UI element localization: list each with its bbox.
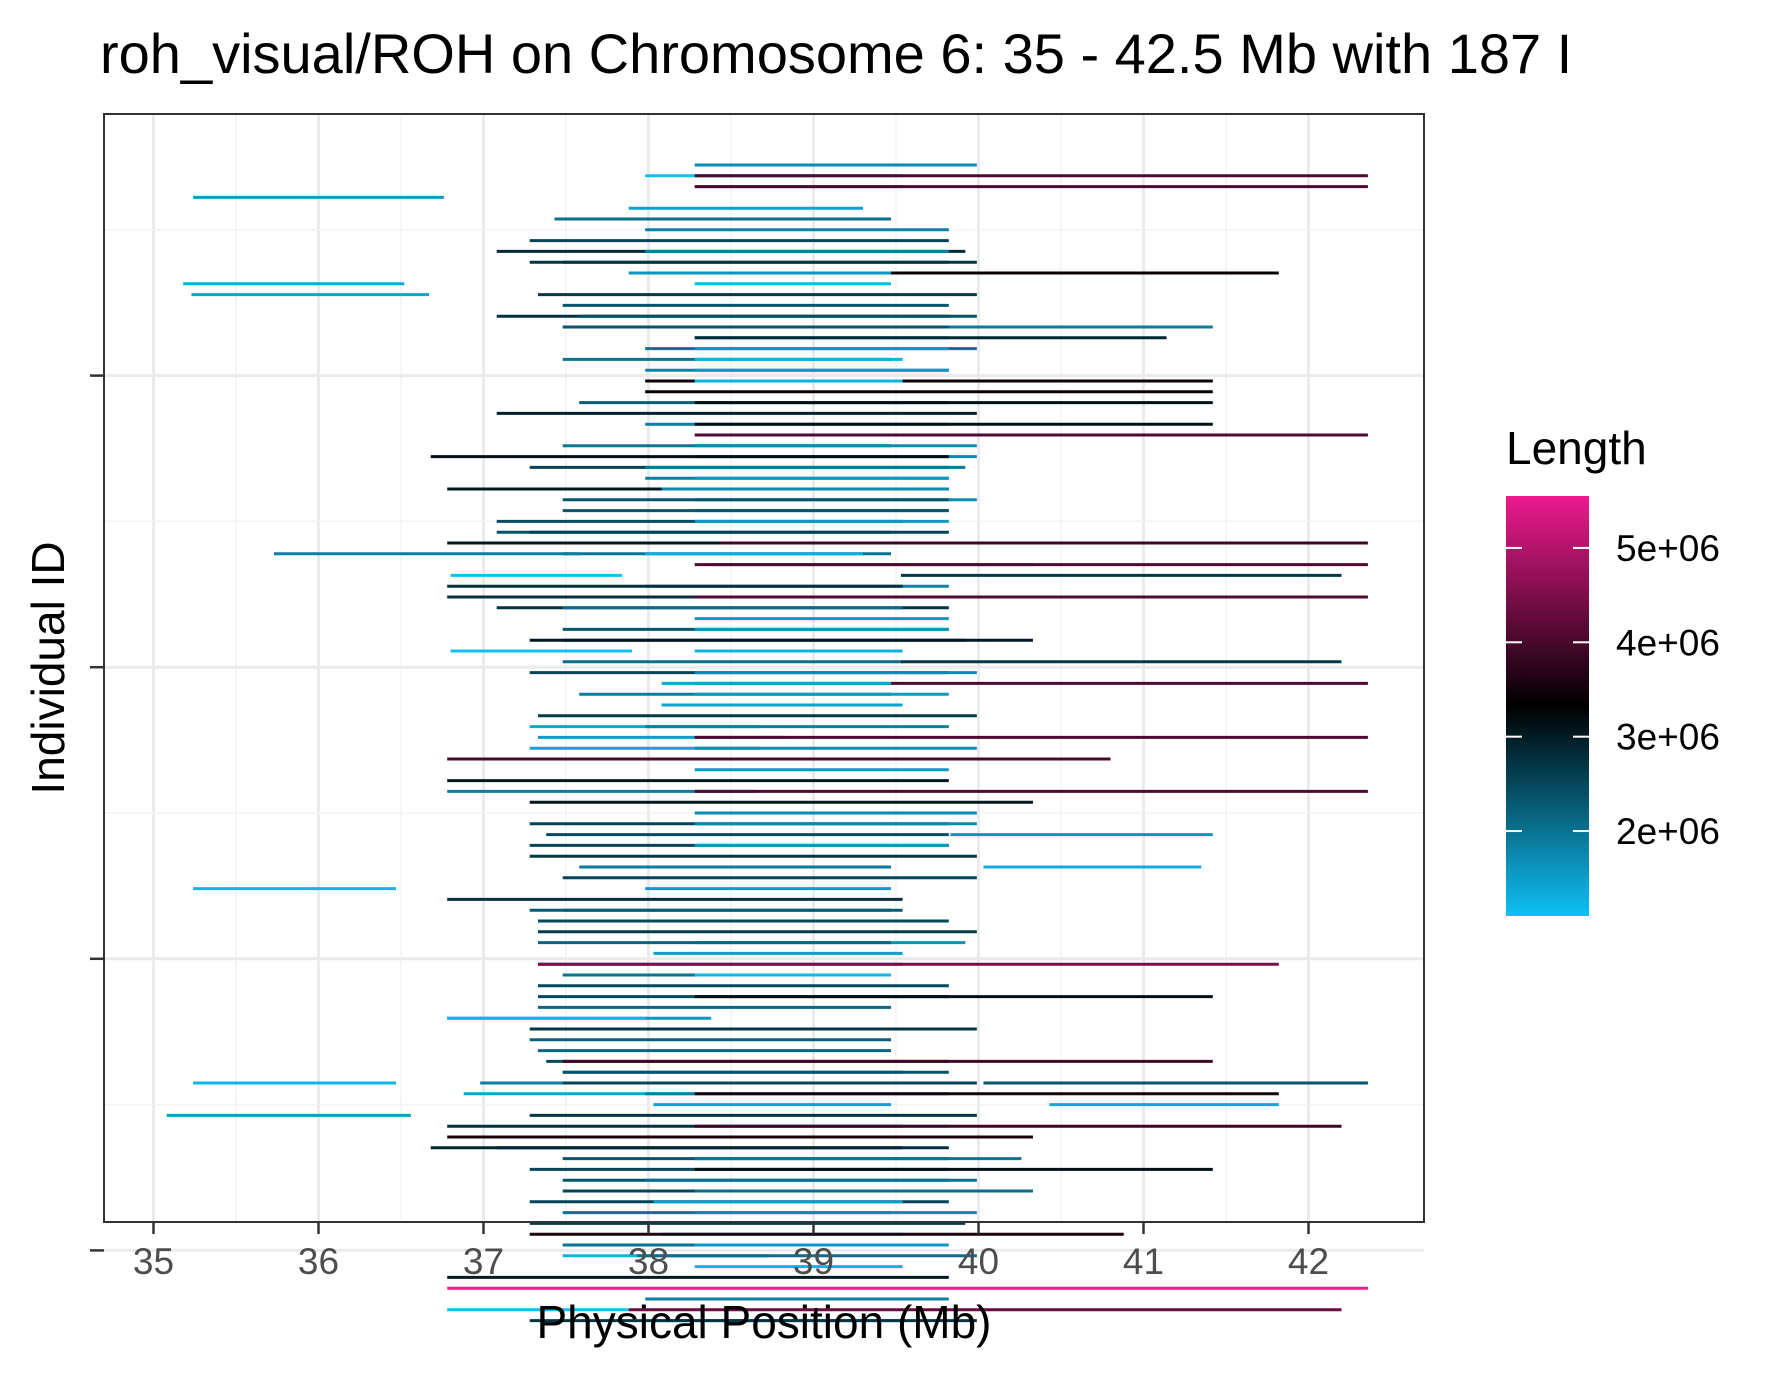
x-tick-label: 41 — [1123, 1241, 1164, 1282]
x-axis-title: Physical Position (Mb) — [536, 1296, 991, 1348]
legend-label: 5e+06 — [1616, 528, 1720, 569]
x-tick-label: 38 — [628, 1241, 669, 1282]
roh-segments — [166, 163, 1368, 1323]
legend-label: 2e+06 — [1616, 811, 1720, 852]
legend-ticks: 5e+06 4e+06 3e+06 2e+06 — [1506, 528, 1720, 852]
x-tick-label: 35 — [133, 1241, 174, 1282]
x-tick-label: 36 — [298, 1241, 339, 1282]
chart-title: roh_visual/ROH on Chromosome 6: 35 - 42.… — [100, 22, 1572, 85]
color-legend: Length 5e+06 4e+06 3e+06 2e+06 — [1506, 422, 1720, 916]
legend-label: 4e+06 — [1616, 622, 1720, 663]
legend-colorbar — [1506, 496, 1589, 916]
y-axis — [90, 374, 104, 1252]
plot-panel-border — [103, 113, 1425, 1223]
x-tick-label: 39 — [793, 1241, 834, 1282]
legend-title: Length — [1506, 422, 1647, 474]
legend-label: 3e+06 — [1616, 717, 1720, 758]
y-axis-title: Individual ID — [22, 541, 74, 794]
x-tick-label: 37 — [463, 1241, 504, 1282]
x-axis: 35 36 37 38 39 40 41 42 — [133, 1222, 1329, 1282]
x-tick-label: 42 — [1288, 1241, 1329, 1282]
x-tick-label: 40 — [958, 1241, 999, 1282]
